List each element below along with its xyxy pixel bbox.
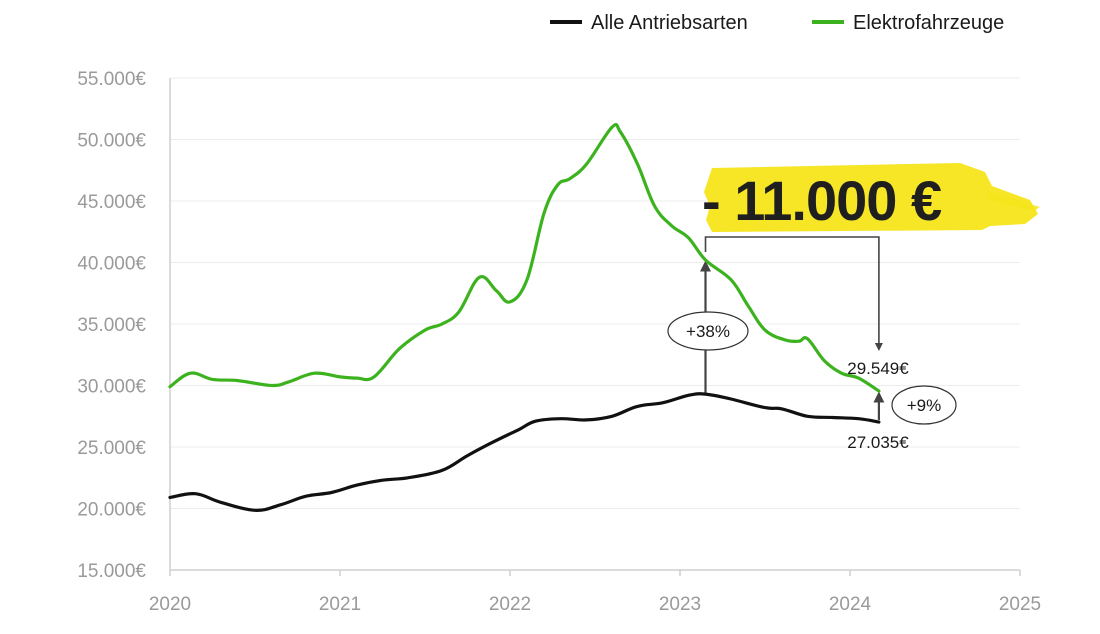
headline-difference: - 11.000 € (702, 169, 942, 232)
annotations: - 11.000 € +38% +9% 29.549€ 27.035€ (667, 169, 957, 452)
all-end-value-label: 27.035€ (847, 433, 909, 452)
legend-item-ev: Elektrofahrzeuge (812, 12, 1004, 34)
y-tick-label: 15.000€ (77, 561, 146, 582)
y-tick-labels: 15.000€ 20.000€ 25.000€ 30.000€ 35.000€ 40.00… (77, 69, 146, 582)
ev-end-value-label: 29.549€ (847, 359, 909, 378)
y-tick-label: 25.000€ (77, 438, 146, 459)
y-tick-label: 50.000€ (77, 131, 146, 152)
legend-item-all: Alle Antriebsarten (550, 12, 748, 34)
legend-label-all: Alle Antriebsarten (591, 12, 748, 34)
x-tick-label: 2023 (659, 594, 701, 615)
bracket-line (704, 236, 883, 352)
y-tick-label: 45.000€ (77, 192, 146, 213)
y-tick-label: 20.000€ (77, 500, 146, 521)
x-tick-label: 2021 (319, 594, 361, 615)
x-tick-labels: 2020 2021 2022 2023 2024 2025 (149, 570, 1041, 615)
pct-2023-bubble (667, 311, 749, 351)
series-line-ev (168, 122, 881, 393)
highlight-streak (985, 190, 1040, 211)
grid-lines (170, 77, 1020, 509)
series-lines (168, 122, 881, 512)
pct-2024-label: +9% (907, 396, 942, 415)
axes (169, 78, 1020, 571)
highlight-brush (704, 163, 1038, 232)
y-tick-label: 35.000€ (77, 315, 146, 336)
pct-2023-label: +38% (686, 322, 730, 341)
y-tick-label: 30.000€ (77, 377, 146, 398)
headline-highlight (704, 163, 1040, 232)
legend-label-ev: Elektrofahrzeuge (853, 12, 1004, 34)
x-tick-label: 2020 (149, 594, 191, 615)
pct-2024-bubble (891, 385, 957, 425)
series-line-all (168, 392, 881, 512)
x-tick-label: 2024 (829, 594, 872, 615)
y-tick-label: 55.000€ (77, 69, 146, 90)
y-tick-label: 40.000€ (77, 254, 146, 275)
x-tick-label: 2025 (999, 594, 1041, 615)
legend: Alle Antriebsarten Elektrofahrzeuge (550, 12, 1004, 34)
x-tick-label: 2022 (489, 594, 531, 615)
